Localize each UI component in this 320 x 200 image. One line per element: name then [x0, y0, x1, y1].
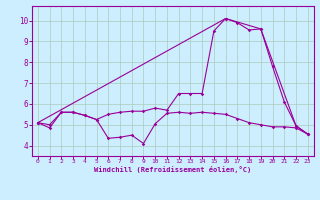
- X-axis label: Windchill (Refroidissement éolien,°C): Windchill (Refroidissement éolien,°C): [94, 166, 252, 173]
